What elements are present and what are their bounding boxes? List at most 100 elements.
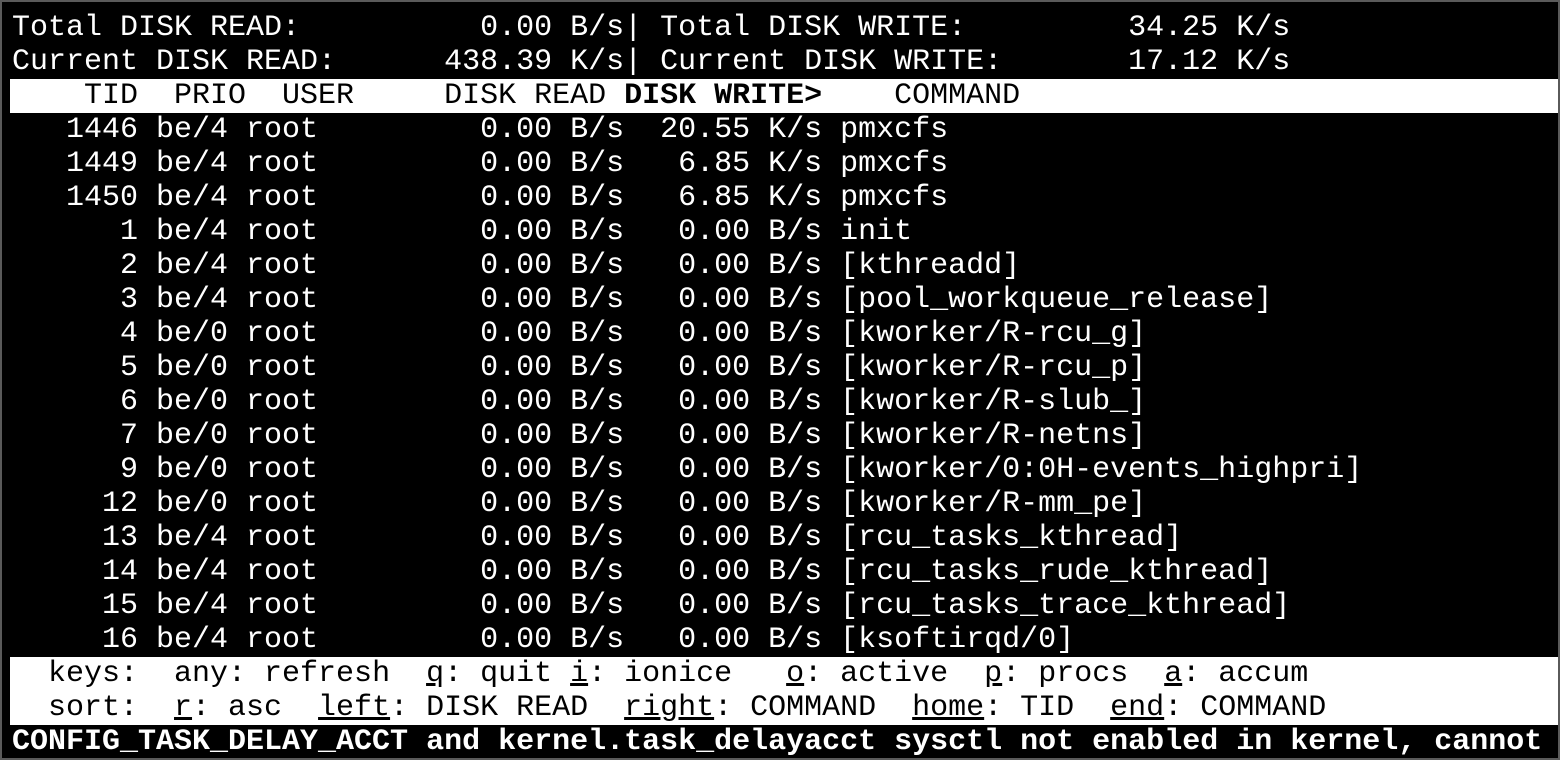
table-row[interactable]: 9 be/0 root 0.00 B/s 0.00 B/s [kworker/0:0H-e… — [12, 453, 1558, 487]
cell-tid: 13 — [102, 521, 139, 555]
key-hint-o: o: active — [786, 657, 949, 691]
cell-disk-read: 0.00 B/s — [480, 521, 625, 555]
header-user[interactable]: USER — [282, 79, 355, 113]
sort-help-line: sort: r: asc left: DISK READ right: COMMAN… — [10, 691, 1558, 725]
cell-disk-write: 6.85 K/s — [678, 147, 823, 181]
cell-command: [kworker/R-mm_pe] — [840, 487, 1147, 521]
cell-disk-read: 0.00 B/s — [480, 181, 625, 215]
cell-user: root — [246, 351, 319, 385]
current-write-label: Current DISK WRITE: — [660, 45, 1003, 79]
cell-user: root — [246, 147, 319, 181]
table-row[interactable]: 7 be/0 root 0.00 B/s 0.00 B/s [kworker/R-netn… — [12, 419, 1558, 453]
cell-user: root — [246, 589, 319, 623]
keys-help-line: keys: any: refresh q: quit i: ionice o: act… — [10, 657, 1558, 691]
cell-tid: 4 — [120, 317, 139, 351]
table-row[interactable]: 1 be/4 root 0.00 B/s 0.00 B/s init — [12, 215, 1558, 249]
cell-command: [kworker/R-rcu_g] — [840, 317, 1147, 351]
current-write-value: 17.12 K/s — [1128, 45, 1291, 79]
key-hint-r: r: asc — [174, 691, 283, 725]
cell-disk-read: 0.00 B/s — [480, 487, 625, 521]
table-row[interactable]: 12 be/0 root 0.00 B/s 0.00 B/s [kworker/R-mm_… — [12, 487, 1558, 521]
cell-command: [rcu_tasks_kthread] — [840, 521, 1183, 555]
key-action: DISK READ — [426, 691, 589, 725]
table-row[interactable]: 4 be/0 root 0.00 B/s 0.00 B/s [kworker/R-rcu_… — [12, 317, 1558, 351]
total-read-value: 0.00 B/s — [480, 11, 625, 45]
key-name: right — [624, 691, 715, 725]
table-row[interactable]: 2 be/4 root 0.00 B/s 0.00 B/s [kthreadd] — [12, 249, 1558, 283]
table-row[interactable]: 5 be/0 root 0.00 B/s 0.00 B/s [kworker/R-rcu_… — [12, 351, 1558, 385]
cell-prio: be/0 — [156, 385, 229, 419]
cell-prio: be/4 — [156, 555, 229, 589]
cell-prio: be/4 — [156, 215, 229, 249]
header-disk-read[interactable]: DISK READ — [444, 79, 607, 113]
cell-command: [rcu_tasks_rude_kthread] — [840, 555, 1273, 589]
cell-disk-write: 0.00 B/s — [678, 623, 823, 657]
cell-user: root — [246, 623, 319, 657]
cell-disk-write: 0.00 B/s — [678, 215, 823, 249]
key-action: TID — [1020, 691, 1075, 725]
header-command[interactable]: COMMAND — [894, 79, 1021, 113]
cell-tid: 12 — [102, 487, 139, 521]
total-write-value: 34.25 K/s — [1128, 11, 1291, 45]
table-row[interactable]: 15 be/4 root 0.00 B/s 0.00 B/s [rcu_tasks_tra… — [12, 589, 1558, 623]
key-action: procs — [1038, 657, 1129, 691]
warning-message: CONFIG_TASK_DELAY_ACCT and kernel.task_d… — [12, 725, 1543, 759]
key-action: quit — [480, 657, 553, 691]
separator: | — [624, 45, 643, 79]
key-action: COMMAND — [1200, 691, 1327, 725]
table-row[interactable]: 1450 be/4 root 0.00 B/s 6.85 K/s pmxcfs — [12, 181, 1558, 215]
key-action: ionice — [624, 657, 733, 691]
cell-prio: be/0 — [156, 487, 229, 521]
cell-user: root — [246, 555, 319, 589]
table-row[interactable]: 14 be/4 root 0.00 B/s 0.00 B/s [rcu_tasks_rud… — [12, 555, 1558, 589]
cell-user: root — [246, 487, 319, 521]
key-name: q — [426, 657, 445, 691]
cell-disk-read: 0.00 B/s — [480, 317, 625, 351]
cell-command: [kthreadd] — [840, 249, 1021, 283]
table-row[interactable]: 1449 be/4 root 0.00 B/s 6.85 K/s pmxcfs — [12, 147, 1558, 181]
cell-prio: be/4 — [156, 249, 229, 283]
key-name: i — [570, 657, 589, 691]
cell-prio: be/4 — [156, 181, 229, 215]
cell-tid: 9 — [120, 453, 139, 487]
header-tid[interactable]: TID — [84, 79, 139, 113]
key-name: r — [174, 691, 193, 725]
cell-disk-write: 20.55 K/s — [660, 113, 823, 147]
table-row[interactable]: 13 be/4 root 0.00 B/s 0.00 B/s [rcu_tasks_kth… — [12, 521, 1558, 555]
sort-label: sort: — [48, 691, 139, 725]
cell-tid: 1449 — [66, 147, 139, 181]
cell-user: root — [246, 113, 319, 147]
table-row[interactable]: 16 be/4 root 0.00 B/s 0.00 B/s [ksoftirqd/0] — [12, 623, 1558, 657]
cell-tid: 7 — [120, 419, 139, 453]
cell-user: root — [246, 283, 319, 317]
total-read-label: Total DISK READ: — [12, 11, 301, 45]
table-row[interactable]: 6 be/0 root 0.00 B/s 0.00 B/s [kworker/R-slub… — [12, 385, 1558, 419]
cell-user: root — [246, 317, 319, 351]
cell-disk-write: 0.00 B/s — [678, 317, 823, 351]
table-row[interactable]: 1446 be/4 root 0.00 B/s 20.55 K/s pmxcfs — [12, 113, 1558, 147]
cell-command: [rcu_tasks_trace_kthread] — [840, 589, 1291, 623]
key-name: left — [318, 691, 391, 725]
cell-disk-read: 0.00 B/s — [480, 589, 625, 623]
cell-disk-write: 6.85 K/s — [678, 181, 823, 215]
current-read-value: 438.39 K/s — [444, 45, 625, 79]
cell-prio: be/4 — [156, 521, 229, 555]
cell-tid: 1446 — [66, 113, 139, 147]
header-prio[interactable]: PRIO — [174, 79, 247, 113]
cell-disk-write: 0.00 B/s — [678, 555, 823, 589]
key-hint-i: i: ionice — [570, 657, 733, 691]
cell-disk-read: 0.00 B/s — [480, 623, 625, 657]
cell-prio: be/0 — [156, 453, 229, 487]
key-name: home — [912, 691, 985, 725]
table-row[interactable]: 3 be/4 root 0.00 B/s 0.00 B/s [pool_workqueue… — [12, 283, 1558, 317]
key-hint-end: end: COMMAND — [1110, 691, 1327, 725]
cell-prio: be/0 — [156, 351, 229, 385]
header-disk-write[interactable]: DISK WRITE> — [624, 79, 823, 113]
cell-prio: be/0 — [156, 317, 229, 351]
cell-disk-write: 0.00 B/s — [678, 521, 823, 555]
cell-command: [kworker/R-netns] — [840, 419, 1147, 453]
cell-disk-write: 0.00 B/s — [678, 419, 823, 453]
cell-user: root — [246, 521, 319, 555]
key-action: COMMAND — [750, 691, 877, 725]
key-action: asc — [228, 691, 283, 725]
